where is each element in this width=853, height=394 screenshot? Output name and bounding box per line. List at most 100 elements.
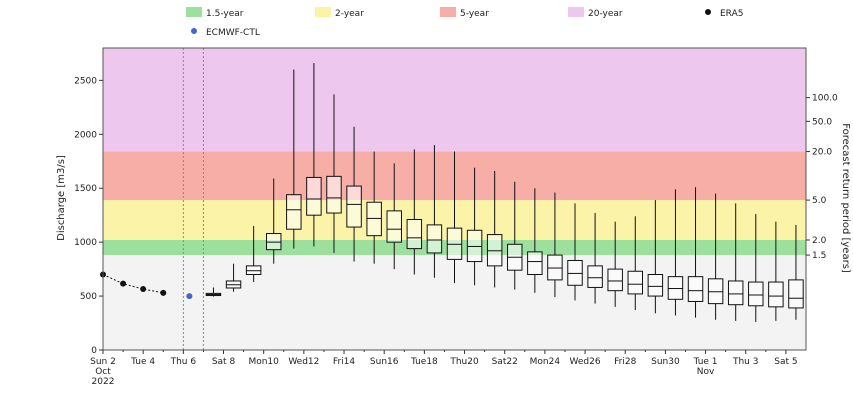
x-tick-label: 2022	[92, 377, 115, 387]
box-iqr	[567, 259, 583, 286]
legend-label: 1.5-year	[206, 9, 244, 19]
x-tick-label: Sun16	[370, 357, 399, 367]
y-tick-label: 0	[91, 346, 97, 356]
box-iqr	[768, 281, 784, 308]
y-tick-label: 1500	[74, 184, 97, 194]
axes: 0 500 1000 1500 2000 2500 1.5 2.0 5.0 20.0 50.0 100…	[74, 47, 838, 387]
forecast-box	[667, 189, 684, 316]
box-iqr	[426, 224, 443, 254]
box-iqr	[366, 201, 382, 237]
x-tick-label: Sun30	[651, 357, 680, 367]
forecast-box	[225, 263, 242, 292]
plot-area	[100, 48, 806, 350]
forecast-box	[366, 151, 382, 264]
y2-tick-label: 5.0	[812, 196, 827, 206]
forecast-box	[707, 193, 724, 320]
y-tick-label: 500	[80, 292, 97, 302]
forecast-box	[286, 69, 302, 249]
box-iqr	[647, 274, 664, 297]
forecast-box	[607, 221, 623, 307]
forecast-box	[446, 151, 463, 284]
box-iqr	[667, 276, 684, 300]
era5-point	[160, 289, 167, 296]
forecast-box	[466, 167, 483, 286]
legend-item: 20-year	[568, 7, 623, 19]
legend-marker	[705, 9, 711, 15]
forecast-box	[567, 203, 583, 301]
forecast-box	[306, 63, 322, 247]
era5-point	[140, 286, 147, 293]
box-iqr	[627, 270, 644, 295]
x-tick-label: Sun 2	[90, 357, 116, 367]
legend: 1.5-year 2-year 5-year 20-year ERA5 ECMWF-CTL	[186, 7, 743, 38]
x-tick-label: Tue 4	[130, 357, 155, 367]
forecast-box	[507, 181, 523, 290]
legend-item: 5-year	[440, 7, 489, 19]
forecast-box	[727, 203, 744, 321]
forecast-box	[768, 221, 784, 321]
legend-swatch	[186, 7, 202, 17]
forecast-box	[426, 145, 443, 278]
forecast-box	[245, 225, 262, 283]
forecast-box	[346, 126, 362, 262]
legend-label: ECMWF-CTL	[206, 28, 260, 38]
x-tick-label: Sat 8	[212, 357, 236, 367]
legend-item: ERA5	[705, 9, 743, 19]
box-iqr	[346, 185, 362, 228]
x-tick-label: Tue18	[410, 357, 438, 367]
forecast-box	[547, 192, 563, 298]
box-iqr	[245, 265, 262, 276]
box-iqr	[527, 251, 543, 276]
box-iqr	[286, 194, 302, 230]
x-tick-label: Mon24	[530, 357, 561, 367]
box-iqr	[547, 254, 563, 281]
box-iqr	[326, 175, 342, 214]
ecmwf-ctl-point	[186, 293, 193, 300]
forecast-box	[406, 149, 423, 275]
forecast-box	[326, 94, 342, 253]
forecast-box	[627, 216, 644, 311]
box-iqr	[306, 176, 322, 216]
y2-tick-label: 50.0	[812, 117, 832, 127]
x-tick-label: Thu 6	[170, 357, 197, 367]
y-axis-title: Discharge [m3/s]	[56, 155, 67, 241]
forecast-box	[687, 187, 704, 318]
y2-tick-label: 2.0	[812, 236, 827, 246]
forecast-box	[788, 224, 804, 320]
y-tick-label: 1000	[74, 238, 97, 248]
x-tick-label: Mon10	[248, 357, 279, 367]
y2-tick-label: 20.0	[812, 148, 832, 158]
box-iqr	[687, 276, 704, 302]
legend-label: ERA5	[720, 9, 743, 19]
legend-label: 2-year	[335, 9, 364, 19]
forecast-box	[748, 214, 764, 322]
x-tick-label: Sat22	[492, 357, 518, 367]
box-iqr	[587, 265, 603, 288]
x-tick-label: Sat 5	[774, 357, 797, 367]
forecast-box	[205, 287, 222, 297]
era5-point	[120, 280, 127, 287]
box-iqr	[727, 280, 744, 306]
box-iqr	[707, 278, 724, 305]
forecast-box	[486, 170, 503, 288]
x-tick-label: Wed12	[288, 357, 319, 367]
legend-swatch	[568, 7, 584, 17]
forecast-box	[587, 213, 603, 304]
plot-frame	[102, 47, 807, 351]
y2-axis-title: Forecast return period [years]	[840, 123, 851, 273]
x-tick-label: Wed26	[570, 357, 601, 367]
y2-tick-label: 100.0	[812, 94, 838, 104]
forecast-box	[527, 188, 543, 293]
legend-item: ECMWF-CTL	[191, 28, 260, 38]
box-iqr	[748, 281, 764, 307]
y-tick-label: 2500	[74, 76, 97, 86]
forecast-box	[647, 200, 664, 314]
x-tick-label: Fri28	[614, 357, 636, 367]
legend-swatch	[440, 7, 456, 17]
box-iqr	[607, 268, 623, 292]
y2-tick-label: 1.5	[812, 251, 826, 261]
box-iqr	[386, 210, 402, 243]
x-tick-label: Oct	[95, 367, 111, 377]
band-20-year	[103, 48, 806, 152]
